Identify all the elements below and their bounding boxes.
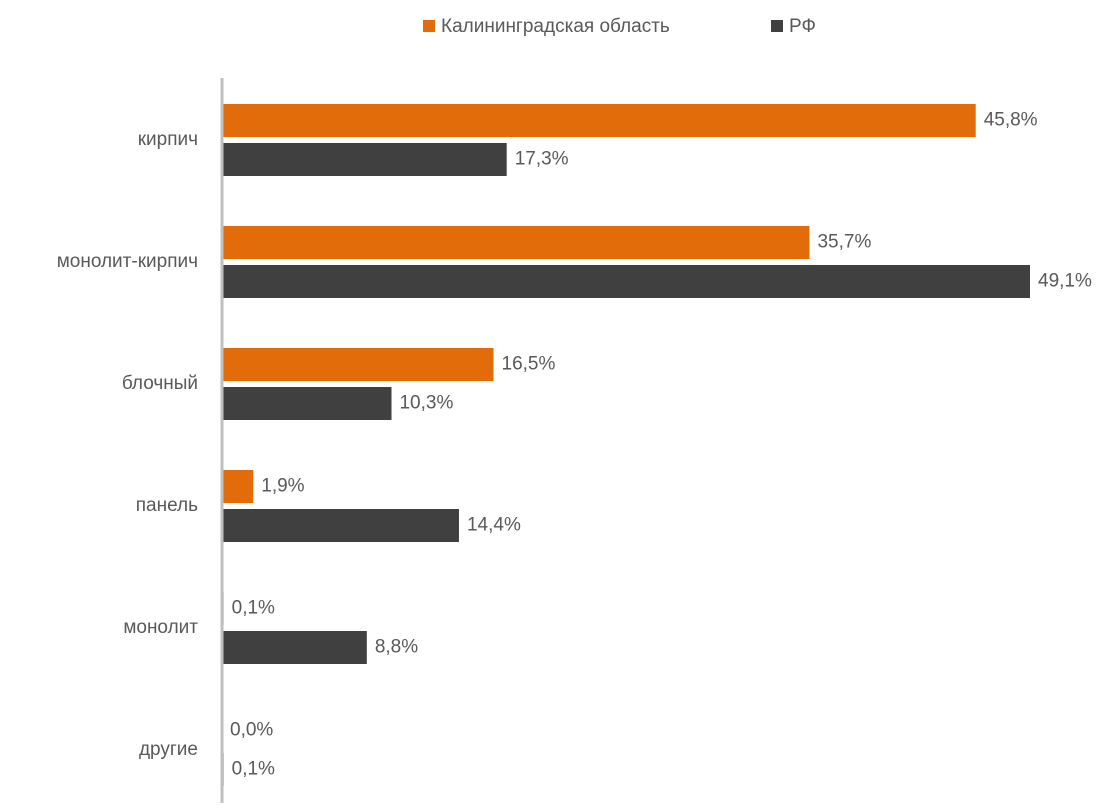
category-label-2: блочный [122, 373, 198, 394]
value-label-kaliningrad-4: 0,1% [232, 598, 275, 619]
legend-label-rf: РФ [789, 16, 816, 37]
category-label-5: другие [139, 739, 198, 760]
value-label-rf-4: 8,8% [375, 637, 418, 658]
bar-kaliningrad-1 [222, 226, 810, 259]
category-label-0: кирпич [138, 129, 198, 150]
bar-rf-1 [222, 265, 1030, 298]
category-labels: кирпич монолит-кирпич блочный панель монолит… [57, 129, 199, 760]
value-label-rf-3: 14,4% [467, 515, 521, 536]
value-label-rf-5: 0,1% [232, 759, 275, 780]
value-label-kaliningrad-0: 45,8% [984, 110, 1038, 131]
value-label-kaliningrad-2: 16,5% [502, 354, 556, 375]
bar-rf-2 [222, 387, 392, 420]
bar-rf-4 [222, 631, 367, 664]
value-label-kaliningrad-5: 0,0% [230, 720, 273, 741]
legend-swatch-kaliningrad [423, 20, 435, 32]
bar-kaliningrad-3 [222, 470, 254, 503]
category-label-1: монолит-кирпич [57, 251, 198, 272]
value-labels: 45,8% 17,3% 35,7% 49,1% 16,5% 10,3% 1,9% 14,4% 0… [230, 110, 1092, 780]
value-label-rf-0: 17,3% [515, 149, 569, 170]
value-label-rf-2: 10,3% [399, 393, 453, 414]
legend-swatch-rf [771, 20, 783, 32]
category-label-4: монолит [123, 617, 198, 638]
bar-rf-3 [222, 509, 459, 542]
value-label-kaliningrad-1: 35,7% [817, 232, 871, 253]
bar-kaliningrad-2 [222, 348, 494, 381]
bar-kaliningrad-0 [222, 104, 976, 137]
bars-group [222, 104, 1030, 786]
value-label-kaliningrad-3: 1,9% [261, 476, 304, 497]
bar-rf-0 [222, 143, 507, 176]
value-label-rf-1: 49,1% [1038, 271, 1092, 292]
category-label-3: панель [136, 495, 198, 516]
legend-label-kaliningrad: Калининградская область [441, 16, 670, 37]
legend: Калининградская область РФ [423, 16, 816, 37]
